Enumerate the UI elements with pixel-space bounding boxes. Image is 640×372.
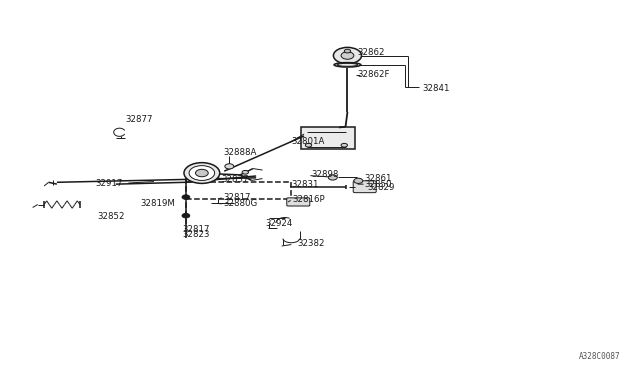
Text: 32852: 32852 (98, 212, 125, 221)
Text: 32823: 32823 (182, 230, 209, 239)
Text: 32877: 32877 (126, 115, 154, 124)
Text: 32819M: 32819M (140, 199, 175, 208)
Text: 32917: 32917 (95, 179, 123, 187)
FancyBboxPatch shape (301, 128, 355, 149)
FancyBboxPatch shape (287, 198, 310, 206)
Text: 32924: 32924 (266, 219, 293, 228)
Text: 32817: 32817 (223, 193, 250, 202)
Text: 32831: 32831 (291, 180, 319, 189)
Text: 32888A: 32888A (223, 148, 256, 157)
Circle shape (328, 175, 337, 180)
Text: A328C0087: A328C0087 (579, 352, 620, 361)
Circle shape (195, 169, 208, 177)
Ellipse shape (334, 62, 361, 67)
Text: 32816P: 32816P (292, 195, 324, 204)
Circle shape (341, 143, 348, 147)
Text: 32817: 32817 (182, 225, 209, 234)
Circle shape (344, 49, 351, 53)
Text: 32801A: 32801A (291, 137, 324, 146)
Text: 32841: 32841 (422, 84, 450, 93)
Circle shape (189, 166, 214, 180)
Circle shape (242, 170, 248, 174)
Circle shape (305, 143, 312, 147)
Circle shape (182, 195, 189, 199)
Text: 32898: 32898 (312, 170, 339, 179)
Text: 32850: 32850 (365, 180, 392, 189)
Circle shape (225, 164, 234, 169)
Circle shape (333, 47, 362, 64)
FancyBboxPatch shape (353, 181, 376, 193)
Text: 32382: 32382 (298, 239, 325, 248)
Circle shape (354, 178, 363, 183)
Text: 32862F: 32862F (357, 70, 390, 79)
Text: 32862: 32862 (357, 48, 385, 57)
Text: 32829: 32829 (367, 183, 395, 192)
Circle shape (184, 163, 220, 183)
Text: 32880G: 32880G (223, 199, 257, 208)
Text: 32861: 32861 (365, 174, 392, 183)
Circle shape (182, 214, 189, 218)
Text: 32837: 32837 (221, 175, 248, 184)
Circle shape (341, 52, 354, 59)
